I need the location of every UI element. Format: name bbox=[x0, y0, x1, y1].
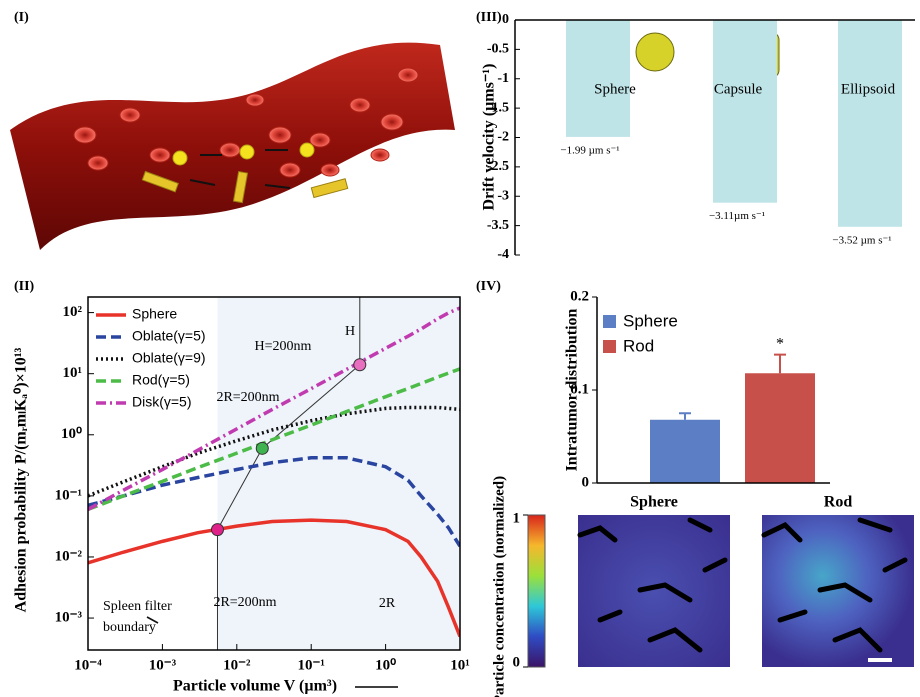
y-tick-label: -3.5 bbox=[487, 218, 509, 233]
y-tick-label: 10⁰ bbox=[61, 426, 82, 442]
annotation: 2R bbox=[379, 596, 396, 611]
vessel-illustration bbox=[10, 43, 455, 250]
y-tick-label: -2 bbox=[497, 130, 509, 145]
legend-label: Sphere bbox=[132, 306, 177, 322]
bar bbox=[713, 20, 777, 203]
y-axis-label: Intratumor distribution bbox=[564, 308, 581, 471]
y-tick-label: 10⁻² bbox=[55, 548, 83, 564]
x-tick-label: 10¹ bbox=[450, 657, 470, 673]
annotation: H=200nm bbox=[255, 339, 312, 354]
figure: (I)(II)(III)(IV)10⁻⁴10⁻³10⁻²10⁻¹10⁰10¹10… bbox=[0, 0, 920, 697]
legend-label: Rod bbox=[623, 336, 654, 355]
legend-label: Oblate(γ=9) bbox=[132, 350, 206, 366]
annotation: Spleen filter bbox=[103, 599, 172, 614]
y-tick-label: -1 bbox=[497, 71, 509, 86]
legend-label: Sphere bbox=[623, 311, 678, 330]
x-tick-label: 10⁻⁴ bbox=[74, 657, 102, 673]
legend-swatch bbox=[603, 340, 616, 353]
error-bar bbox=[679, 413, 691, 420]
category-label: Ellipsoid bbox=[841, 81, 896, 97]
y-tick-label: -0.5 bbox=[487, 42, 509, 57]
value-label: −3.52 µm s⁻¹ bbox=[832, 234, 891, 246]
legend-swatch bbox=[603, 315, 616, 328]
bar bbox=[745, 373, 815, 483]
category-label: Sphere bbox=[594, 81, 636, 97]
bar bbox=[650, 420, 720, 483]
y-tick-label: 10² bbox=[63, 304, 83, 320]
y-tick-label: 0 bbox=[582, 474, 590, 490]
annotation: 2R=200nm bbox=[213, 595, 276, 610]
legend-label: Rod(γ=5) bbox=[132, 372, 190, 388]
heatmap-images bbox=[528, 515, 914, 667]
highlight-point bbox=[256, 442, 268, 454]
category-label: Capsule bbox=[714, 81, 763, 97]
colorbar-label: Particle concentration (normalized) bbox=[491, 476, 507, 697]
annotation: H bbox=[345, 324, 355, 339]
annotation: boundary bbox=[103, 620, 156, 635]
value-label: −1.99 µm s⁻¹ bbox=[560, 144, 619, 156]
x-tick-label: 10⁰ bbox=[375, 657, 396, 673]
x-tick-label: 10⁻² bbox=[223, 657, 251, 673]
panel-label: (II) bbox=[14, 279, 35, 294]
bar bbox=[838, 20, 902, 227]
y-tick-label: -4 bbox=[497, 247, 509, 262]
value-label: −3.11µm s⁻¹ bbox=[709, 210, 765, 222]
heatmap-title: Sphere bbox=[630, 494, 678, 511]
highlight-point bbox=[354, 359, 366, 371]
highlight-point bbox=[211, 524, 223, 536]
panel-label: (IV) bbox=[476, 279, 501, 294]
y-axis-label: Adhesion probability P/(mᵣmₗKₐ⁰)×10¹³ bbox=[13, 347, 30, 612]
y-tick-label: 10¹ bbox=[63, 365, 83, 381]
y-axis-label: Drift velocity (µms⁻¹) bbox=[481, 64, 498, 211]
y-tick-label: -3 bbox=[497, 188, 509, 203]
error-bar bbox=[774, 355, 786, 374]
bar bbox=[566, 20, 630, 137]
panel-label: (I) bbox=[14, 10, 29, 25]
annotation: 2R=200nm bbox=[216, 390, 279, 405]
y-tick-label: 0 bbox=[502, 12, 509, 27]
x-tick-label: 10⁻³ bbox=[149, 657, 177, 673]
colorbar-tick-label: 0 bbox=[513, 654, 521, 670]
y-tick-label: 10⁻³ bbox=[55, 609, 83, 625]
colorbar-tick-label: 1 bbox=[513, 510, 521, 526]
heatmap-title: Rod bbox=[824, 494, 853, 511]
x-axis-label: Particle volume V (µm³) bbox=[173, 678, 337, 695]
legend-label: Oblate(γ=5) bbox=[132, 328, 206, 344]
panel-label: (III) bbox=[476, 10, 502, 25]
x-tick-label: 10⁻¹ bbox=[297, 657, 324, 673]
y-tick-label: 10⁻¹ bbox=[55, 487, 82, 503]
significance: * bbox=[776, 335, 784, 352]
y-tick-label: 0.2 bbox=[570, 288, 589, 304]
legend-label: Disk(γ=5) bbox=[132, 394, 192, 410]
